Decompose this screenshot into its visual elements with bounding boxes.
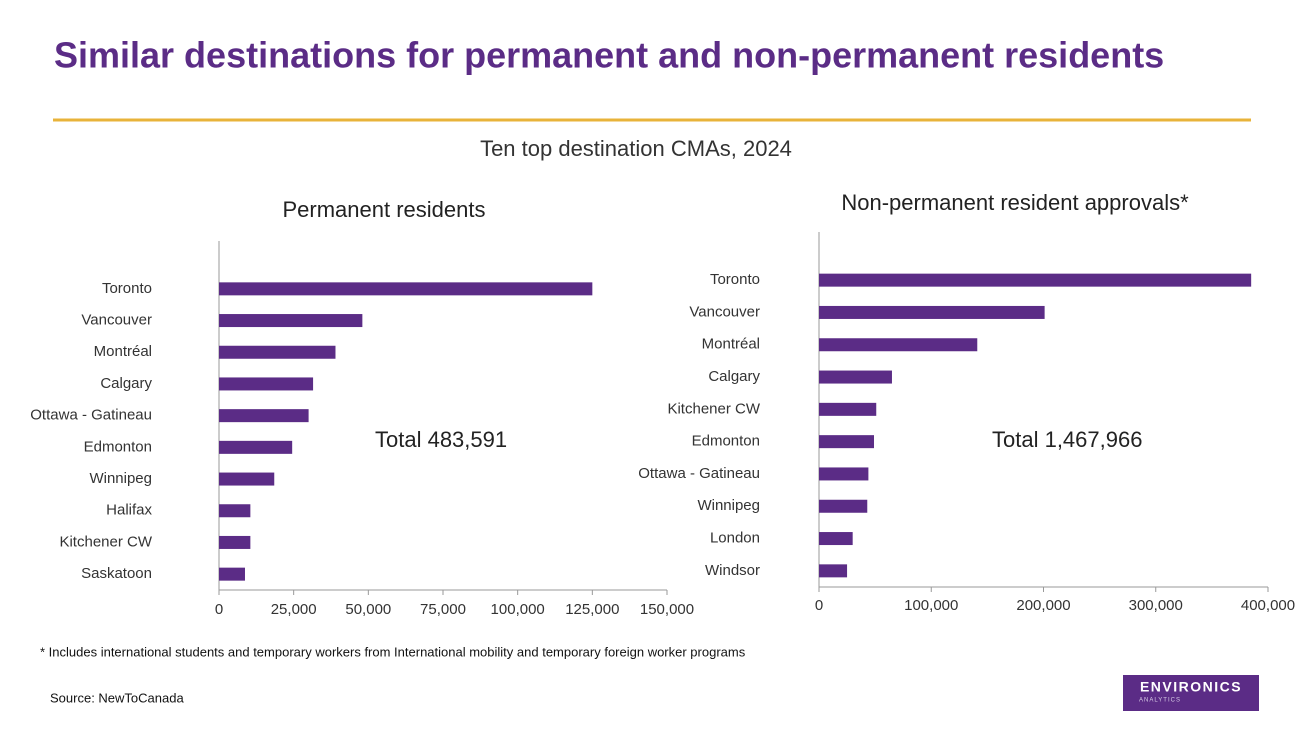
chart-title: Permanent residents (283, 197, 486, 222)
category-label: Saskatoon (81, 565, 152, 582)
category-label: Winnipeg (697, 497, 760, 514)
x-tick-label: 75,000 (420, 601, 466, 618)
logo-name: ENVIRONICS (1140, 679, 1242, 695)
category-label: Kitchener CW (59, 533, 152, 550)
category-label: Montréal (702, 336, 760, 353)
bar (819, 402, 877, 416)
source: Source: NewToCanada (50, 690, 184, 705)
x-tick-label: 125,000 (565, 601, 619, 618)
category-label: London (710, 530, 760, 547)
category-label: Windsor (705, 562, 760, 579)
x-tick-label: 150,000 (640, 601, 694, 618)
category-label: Calgary (708, 368, 760, 385)
category-label: Vancouver (81, 312, 152, 329)
bar (819, 370, 892, 384)
annotation: Total 483,591 (375, 427, 507, 452)
category-label: Toronto (102, 280, 152, 297)
bar (219, 314, 363, 328)
bar (219, 535, 251, 549)
subtitle: Ten top destination CMAs, 2024 (480, 136, 792, 161)
footnote: * Includes international students and te… (40, 644, 746, 659)
category-label: Winnipeg (89, 470, 152, 487)
bar (219, 282, 593, 296)
annotation: Total 1,467,966 (992, 427, 1142, 452)
x-tick-label: 25,000 (271, 601, 317, 618)
category-label: Toronto (710, 271, 760, 288)
bar (819, 564, 848, 578)
category-label: Calgary (100, 375, 152, 392)
bar (219, 472, 275, 486)
logo-box (1123, 675, 1259, 711)
x-tick-label: 0 (815, 597, 823, 614)
x-tick-label: 50,000 (345, 601, 391, 618)
x-tick-label: 300,000 (1129, 597, 1183, 614)
slide-title: Similar destinations for permanent and n… (54, 35, 1164, 76)
logo-tagline: ANALYTICS (1139, 698, 1181, 704)
chart-title: Non-permanent resident approvals* (841, 190, 1189, 215)
category-label: Vancouver (689, 303, 760, 320)
category-label: Edmonton (84, 438, 152, 455)
bar (219, 504, 251, 518)
x-tick-label: 100,000 (491, 601, 545, 618)
x-tick-label: 400,000 (1241, 597, 1295, 614)
bar (219, 440, 293, 454)
category-label: Edmonton (692, 433, 760, 450)
bar (819, 467, 869, 481)
category-label: Ottawa - Gatineau (30, 407, 152, 424)
bar (219, 377, 314, 391)
bar (819, 435, 875, 449)
bar (819, 273, 1252, 287)
category-label: Montréal (94, 343, 152, 360)
category-label: Ottawa - Gatineau (638, 465, 760, 482)
category-label: Halifax (106, 502, 152, 519)
x-tick-label: 100,000 (904, 597, 958, 614)
bar (819, 305, 1045, 319)
bar (219, 409, 309, 423)
category-label: Kitchener CW (667, 400, 760, 417)
bar (219, 345, 336, 359)
bar (819, 338, 978, 352)
bar (819, 499, 868, 513)
x-tick-label: 0 (215, 601, 223, 618)
bar (219, 567, 245, 581)
bar (819, 532, 853, 546)
x-tick-label: 200,000 (1016, 597, 1070, 614)
